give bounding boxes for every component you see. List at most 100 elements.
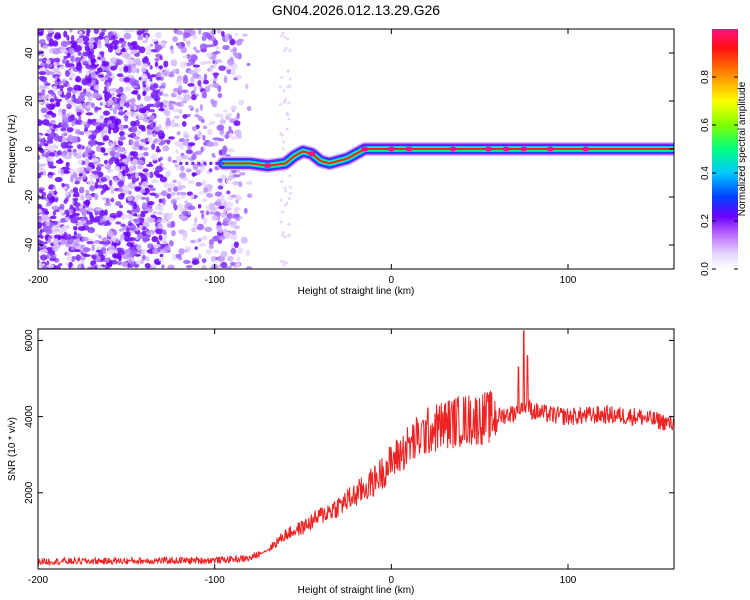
snr-series-line xyxy=(38,330,674,567)
noise-blob xyxy=(78,102,83,110)
noise-blob xyxy=(46,139,54,144)
noise-blob xyxy=(128,170,134,174)
noise-blob xyxy=(152,139,158,144)
noise-blob xyxy=(282,100,286,104)
noise-blob xyxy=(149,187,156,192)
noise-blob xyxy=(220,114,224,120)
noise-blob xyxy=(289,185,293,189)
noise-blob xyxy=(108,127,112,135)
noise-blob xyxy=(282,48,286,52)
noise-blob xyxy=(105,258,110,263)
noise-blob xyxy=(91,255,97,260)
noise-blob xyxy=(238,172,246,176)
noise-blob xyxy=(220,250,228,258)
noise-blob xyxy=(42,170,47,176)
noise-blob xyxy=(149,78,153,82)
noise-blob xyxy=(63,117,69,123)
noise-blob xyxy=(280,259,284,263)
noise-blob xyxy=(144,262,151,269)
noise-blob xyxy=(232,181,239,186)
noise-blob xyxy=(213,249,219,254)
noise-blob xyxy=(78,115,82,121)
noise-blob xyxy=(67,148,72,153)
noise-blob xyxy=(82,36,90,42)
noise-blob xyxy=(233,174,241,178)
noise-blob xyxy=(75,98,81,104)
noise-blob xyxy=(213,62,217,69)
noise-blob xyxy=(66,92,72,99)
noise-blob xyxy=(220,261,228,269)
noise-blob xyxy=(136,67,140,74)
noise-blob xyxy=(134,213,138,217)
noise-blob xyxy=(188,29,192,34)
noise-blob xyxy=(153,83,159,89)
noise-blob xyxy=(233,207,241,211)
noise-blob xyxy=(158,65,164,69)
noise-blob xyxy=(58,263,63,267)
noise-blob xyxy=(77,167,85,172)
noise-blob xyxy=(141,63,149,68)
noise-blob xyxy=(40,248,49,254)
noise-blob xyxy=(66,256,73,261)
noise-blob xyxy=(213,72,218,79)
noise-blob xyxy=(232,221,237,226)
noise-blob xyxy=(78,30,83,35)
noise-blob xyxy=(218,266,223,269)
noise-blob xyxy=(85,189,90,194)
y-tick-label: 6000 xyxy=(24,329,35,352)
noise-blob xyxy=(175,149,179,154)
x-tick-label: -200 xyxy=(28,575,48,586)
noise-blob xyxy=(188,104,194,109)
noise-blob xyxy=(230,247,237,255)
noise-blob xyxy=(64,155,72,160)
noise-blob xyxy=(156,138,162,143)
noise-blob xyxy=(190,76,195,84)
noise-blob xyxy=(219,119,227,125)
noise-blob xyxy=(145,173,151,177)
noise-blob xyxy=(200,146,204,153)
noise-blob xyxy=(148,114,155,121)
noise-blob xyxy=(123,149,127,155)
noise-blob xyxy=(201,92,208,99)
noise-blob xyxy=(71,121,75,127)
noise-blob xyxy=(227,175,233,181)
noise-blob xyxy=(118,228,125,232)
colorbar-tick-label: 0.4 xyxy=(700,166,711,180)
noise-blob xyxy=(73,225,78,231)
noise-blob xyxy=(45,114,53,119)
noise-blob xyxy=(113,140,117,146)
noise-blob xyxy=(84,194,93,199)
noise-blob xyxy=(282,260,286,264)
noise-blob xyxy=(43,266,47,269)
noise-blob xyxy=(151,38,158,42)
noise-blob xyxy=(158,85,166,90)
noise-blob xyxy=(140,138,149,143)
noise-blob xyxy=(197,115,204,122)
noise-blob xyxy=(176,131,181,136)
noise-blob xyxy=(116,126,120,132)
noise-blob xyxy=(201,179,207,187)
noise-blob xyxy=(178,215,186,219)
noise-blob xyxy=(230,220,234,228)
noise-blob xyxy=(76,233,82,239)
noise-blob xyxy=(96,44,103,48)
noise-blob xyxy=(194,217,198,224)
noise-blob xyxy=(156,76,161,81)
noise-blob xyxy=(208,121,212,126)
noise-blob xyxy=(70,246,76,251)
y-tick-label: 2000 xyxy=(24,481,35,504)
noise-blob xyxy=(237,247,244,254)
noise-blob xyxy=(169,240,174,247)
noise-blob xyxy=(124,86,131,92)
noise-blob xyxy=(46,264,55,269)
noise-blob xyxy=(100,31,105,36)
noise-blob xyxy=(183,259,191,265)
noise-blob xyxy=(61,151,67,157)
noise-blob xyxy=(80,194,85,201)
noise-blob xyxy=(246,265,253,269)
noise-blob xyxy=(227,255,234,262)
noise-blob xyxy=(178,85,183,93)
noise-blob xyxy=(170,59,178,67)
noise-blob xyxy=(74,56,80,64)
noise-blob xyxy=(145,230,151,236)
